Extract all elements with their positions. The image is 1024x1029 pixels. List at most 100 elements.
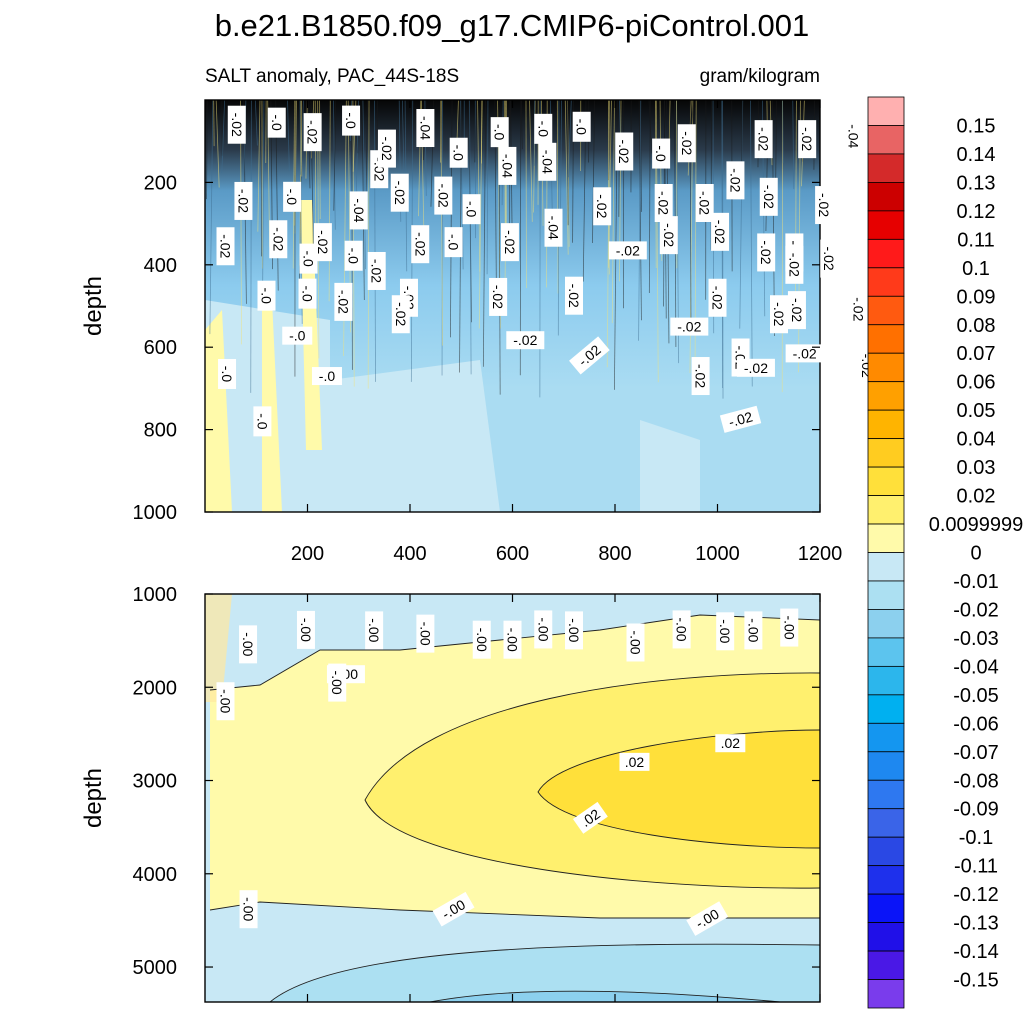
y-tick-label: 200 [144, 172, 177, 194]
contour-label: -.04 [498, 147, 516, 185]
contour-label-text: -.02 [710, 286, 726, 310]
contour-label: -.02 [391, 174, 409, 212]
colorbar-label: 0.1 [962, 258, 990, 280]
contour-label-text: -.00 [329, 671, 345, 695]
contour-label-text: -.00 [628, 630, 644, 654]
contour-label: -.04 [350, 191, 368, 229]
contour-label: -.00 [217, 682, 235, 720]
contour-label: -.02 [434, 177, 452, 215]
contour-label-text: -.02 [712, 220, 728, 244]
contour-label: -.00 [534, 610, 552, 648]
contour-label-text: -.0 [300, 285, 316, 302]
colorbar-label: 0.03 [957, 457, 996, 479]
contour-label: -.0 [282, 327, 312, 345]
contour-label-text: -.02 [693, 364, 709, 388]
contour-label-text: -.02 [616, 242, 640, 258]
colorbar-swatch [868, 467, 904, 495]
contour-label: -.02 [711, 213, 729, 251]
contour-label-text: -.0 [535, 121, 551, 138]
colorbar-swatch [868, 951, 904, 979]
colorbar-swatch [868, 97, 904, 125]
contour-label-text: .02 [625, 754, 645, 770]
contour-label-text: -.02 [821, 247, 837, 271]
contour-label: -.02 [670, 318, 708, 336]
y-tick-label: 4000 [133, 864, 178, 886]
contour-label-text: -.02 [771, 302, 787, 326]
contour-label: -.02 [506, 331, 544, 349]
contour-label: -.0 [345, 241, 363, 271]
contour-label: -.0 [253, 406, 271, 436]
contour-label-text: -.02 [786, 253, 802, 277]
colorbar-swatch [868, 268, 904, 296]
contour-label-text: -.02 [229, 113, 245, 137]
contour-label: -.0 [463, 194, 481, 224]
contour-label: -.0 [218, 359, 236, 389]
colorbar-swatch [868, 695, 904, 723]
contour-label: -.02 [726, 161, 744, 199]
contour-label: -.0 [299, 279, 317, 309]
contour-label: -.02 [234, 182, 252, 220]
colorbar-swatch [868, 894, 904, 922]
contour-label: -.0 [268, 108, 286, 138]
contour-label: -.00 [328, 664, 346, 702]
colorbar-label: 0.04 [957, 429, 996, 451]
contour-label: -.02 [760, 178, 778, 216]
colorbar-swatch [868, 581, 904, 609]
colorbar-swatch [868, 609, 904, 637]
contour-label: -.0 [300, 244, 318, 274]
contour-label: -.02 [755, 120, 773, 158]
colorbar-label: 0.09 [957, 286, 996, 308]
colorbar-label: 0.08 [957, 315, 996, 337]
contour-label-text: -.02 [744, 360, 768, 376]
contour-label: -.02 [501, 223, 519, 261]
colorbar-swatch [868, 524, 904, 552]
colorbar-swatch [868, 410, 904, 438]
contour-label-text: -.02 [756, 127, 772, 151]
contour-label-text: -.02 [697, 191, 713, 215]
contour-label-text: -.02 [594, 194, 610, 218]
contour-label: -.04 [416, 109, 434, 147]
colorbar-label: -0.03 [953, 628, 999, 650]
contour-label-text: -.00 [745, 618, 761, 642]
contour-label-text: -.02 [677, 319, 701, 335]
colorbar-label: -0.06 [953, 713, 999, 735]
contour-label-text: -.0 [653, 145, 669, 162]
colorbar-swatch [868, 182, 904, 210]
contour-label: -.04 [844, 117, 862, 155]
colorbar-swatch [868, 866, 904, 894]
contour-label-text: -.04 [546, 216, 562, 240]
contour-label-text: -.0 [254, 413, 270, 430]
contour-label: -.00 [673, 610, 691, 648]
colorbar-label: 0.15 [957, 115, 996, 137]
colorbar-swatch [868, 809, 904, 837]
contour-label-text: -.04 [499, 154, 515, 178]
contour-label-text: -.02 [661, 223, 677, 247]
colorbar-swatch [868, 382, 904, 410]
colorbar-label: 0 [970, 543, 981, 565]
colorbar-label: -0.05 [953, 685, 999, 707]
contour-label: -.00 [780, 609, 798, 647]
colorbar-label: -0.12 [953, 884, 999, 906]
contour-label-text: -.02 [305, 120, 321, 144]
contour-label: -.0 [342, 106, 360, 136]
contour-label: -.0 [573, 112, 591, 142]
colorbar-swatch [868, 439, 904, 467]
colorbar-label: -0.13 [953, 913, 999, 935]
contour-label: -.0 [445, 227, 463, 257]
colorbar-label: 0.05 [957, 400, 996, 422]
contour-label: -.00 [240, 890, 258, 928]
colorbar-label: 0.12 [957, 201, 996, 223]
contour-label: -.02 [737, 359, 775, 377]
contour-label-text: -.04 [845, 124, 861, 148]
contour-label: -.02 [593, 187, 611, 225]
contour-label-text: -.02 [369, 259, 385, 283]
contour-label-text: -.02 [412, 232, 428, 256]
contour-label-text: -.02 [502, 230, 518, 254]
contour-label: -.02 [849, 290, 867, 328]
contour-label: -.02 [696, 184, 714, 222]
x-tick-label: 1000 [695, 543, 740, 565]
x-tick-label: 400 [393, 543, 426, 565]
contour-label: .02 [715, 734, 745, 752]
contour-label-text: -.00 [366, 618, 382, 642]
